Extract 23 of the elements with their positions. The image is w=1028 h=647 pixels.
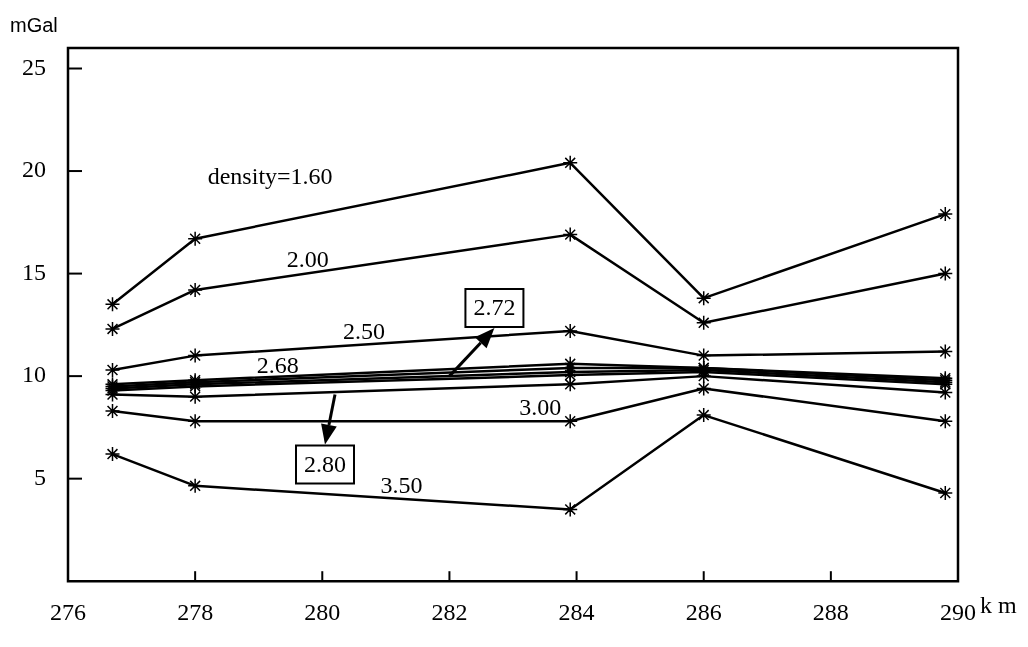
x-tick-label: 276	[50, 598, 86, 625]
series-label: 3.50	[380, 471, 423, 498]
y-tick-label: 15	[22, 258, 46, 285]
x-tick-label: 280	[304, 598, 341, 625]
y-tick-label: 10	[22, 361, 46, 388]
x-tick-label: 290	[940, 598, 976, 625]
series-label: 2.50	[342, 317, 385, 344]
x-tick-label: 284	[558, 598, 595, 625]
y-tick-label: 5	[34, 463, 46, 490]
y-axis-title: mGal	[10, 13, 58, 36]
x-axis-title: k m	[980, 592, 1017, 619]
y-tick-label: 25	[22, 53, 46, 80]
x-tick-label: 288	[812, 598, 849, 625]
y-tick-label: 20	[22, 156, 46, 183]
annotation: 2.80	[304, 450, 346, 477]
annotation: 2.72	[473, 294, 516, 321]
series-label: density=1.60	[207, 162, 333, 189]
x-tick-label: 282	[431, 598, 468, 625]
series-label: 3.00	[519, 394, 562, 421]
x-tick-label: 278	[177, 598, 214, 625]
series-label: 2.68	[256, 352, 299, 379]
x-tick-label: 286	[685, 598, 722, 625]
series-label: 2.00	[286, 246, 329, 273]
